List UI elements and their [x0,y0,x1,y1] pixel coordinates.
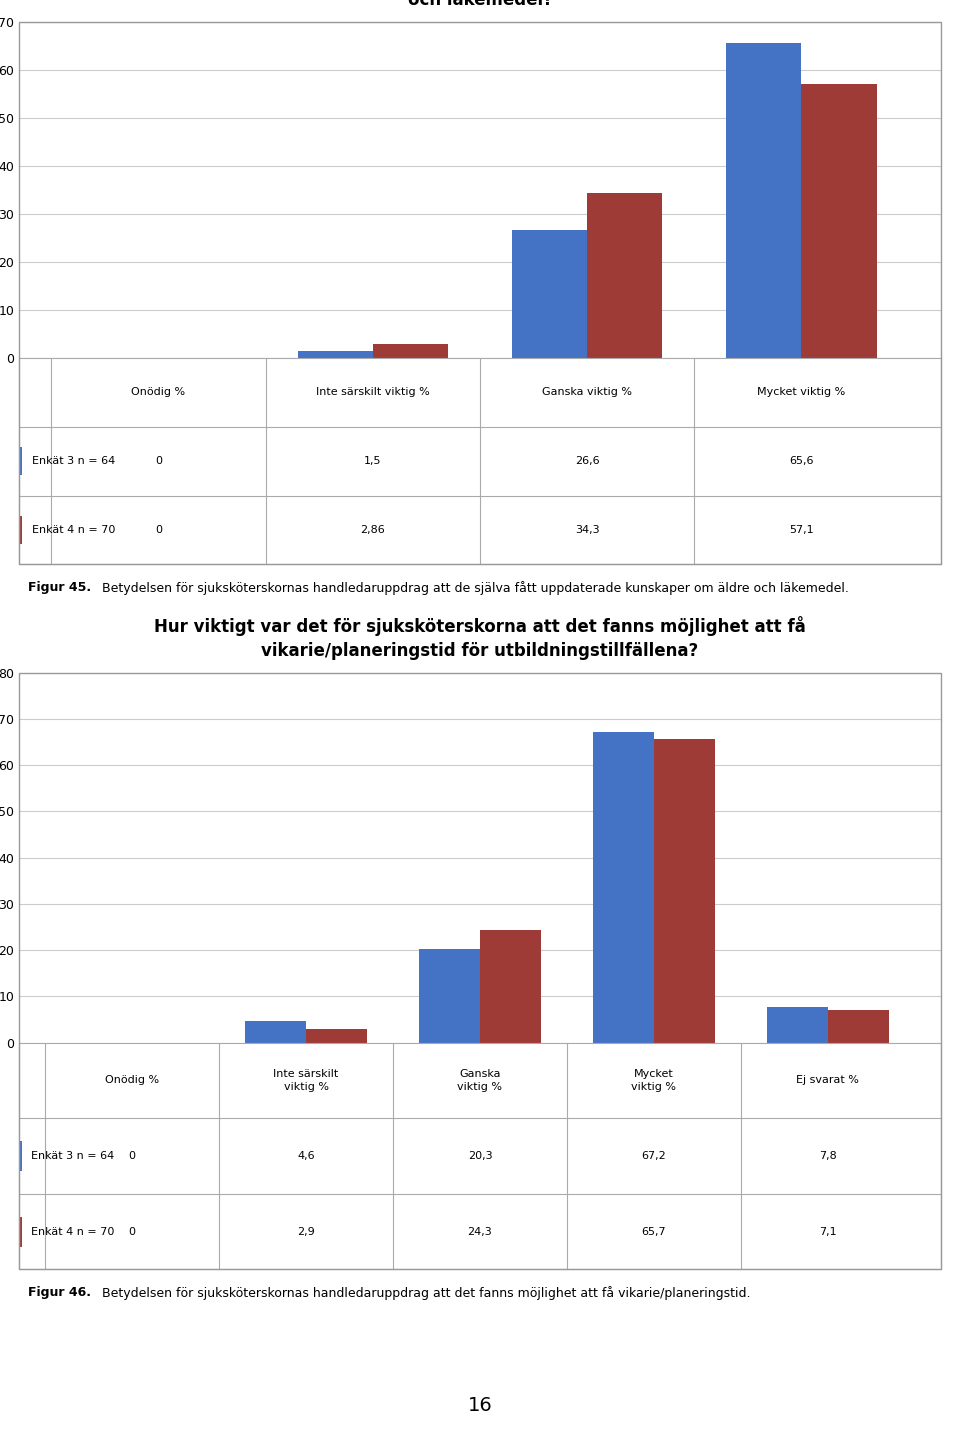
Text: 16: 16 [468,1396,492,1415]
Text: 7,1: 7,1 [819,1227,836,1237]
Text: Onödig %: Onödig % [106,1076,159,1086]
Text: 0: 0 [155,457,162,467]
Bar [20,1217,22,1246]
Title: Hur viktigt var det för sjuksköterskorna att det fanns möjlighet att få
vikarie/: Hur viktigt var det för sjuksköterskorna… [155,616,805,660]
Text: Mycket
viktig %: Mycket viktig % [632,1069,677,1092]
Text: 65,6: 65,6 [789,457,814,467]
Text: 1,5: 1,5 [364,457,381,467]
Bar [654,739,715,1043]
Text: Ganska
viktig %: Ganska viktig % [458,1069,502,1092]
Text: Betydelsen för sjuksköterskornas handledaruppdrag att de själva fått uppdaterade: Betydelsen för sjuksköterskornas handled… [98,580,849,595]
Bar [727,44,802,358]
Bar [372,345,448,358]
Text: 7,8: 7,8 [819,1152,837,1162]
Text: 0: 0 [129,1152,135,1162]
Text: 65,7: 65,7 [641,1227,666,1237]
Bar [767,1006,828,1043]
Text: Enkät 4 n = 70: Enkät 4 n = 70 [31,1227,114,1237]
Text: Onödig %: Onödig % [132,387,185,397]
Bar [828,1011,889,1043]
Text: Figur 45.: Figur 45. [29,580,91,593]
Bar [588,193,662,358]
Bar [20,448,22,475]
Text: 24,3: 24,3 [468,1227,492,1237]
Bar [20,1141,22,1172]
Text: Inte särskilt
viktig %: Inte särskilt viktig % [274,1069,339,1092]
Text: 67,2: 67,2 [641,1152,666,1162]
Text: 0: 0 [129,1227,135,1237]
Text: 34,3: 34,3 [575,525,599,535]
Text: 26,6: 26,6 [575,457,599,467]
Text: 2,86: 2,86 [360,525,385,535]
Bar [802,84,876,358]
Text: 4,6: 4,6 [298,1152,315,1162]
Text: Mycket viktig %: Mycket viktig % [757,387,846,397]
Bar [306,1029,367,1043]
Bar [593,731,654,1043]
Bar [480,931,540,1043]
Text: 57,1: 57,1 [789,525,814,535]
Text: 2,9: 2,9 [298,1227,315,1237]
Bar [20,516,22,544]
Text: 20,3: 20,3 [468,1152,492,1162]
Text: Enkät 4 n = 70: Enkät 4 n = 70 [32,525,115,535]
Bar [420,949,480,1043]
Text: Ej svarat %: Ej svarat % [797,1076,859,1086]
Title: Hur viktig har det varit för sjuksköterskorna  när de har utbildat
omvårdnadsper: Hur viktig har det varit för sjuksköters… [129,0,831,9]
Text: Figur 46.: Figur 46. [29,1285,91,1298]
Bar [245,1022,306,1043]
Text: Inte särskilt viktig %: Inte särskilt viktig % [316,387,430,397]
Text: 0: 0 [155,525,162,535]
Text: Betydelsen för sjuksköterskornas handledaruppdrag att det fanns möjlighet att få: Betydelsen för sjuksköterskornas handled… [98,1285,750,1300]
Text: Ganska viktig %: Ganska viktig % [542,387,633,397]
Bar [512,230,588,358]
Text: Enkät 3 n = 64: Enkät 3 n = 64 [31,1152,114,1162]
Bar [298,350,372,358]
Text: Enkät 3 n = 64: Enkät 3 n = 64 [32,457,115,467]
